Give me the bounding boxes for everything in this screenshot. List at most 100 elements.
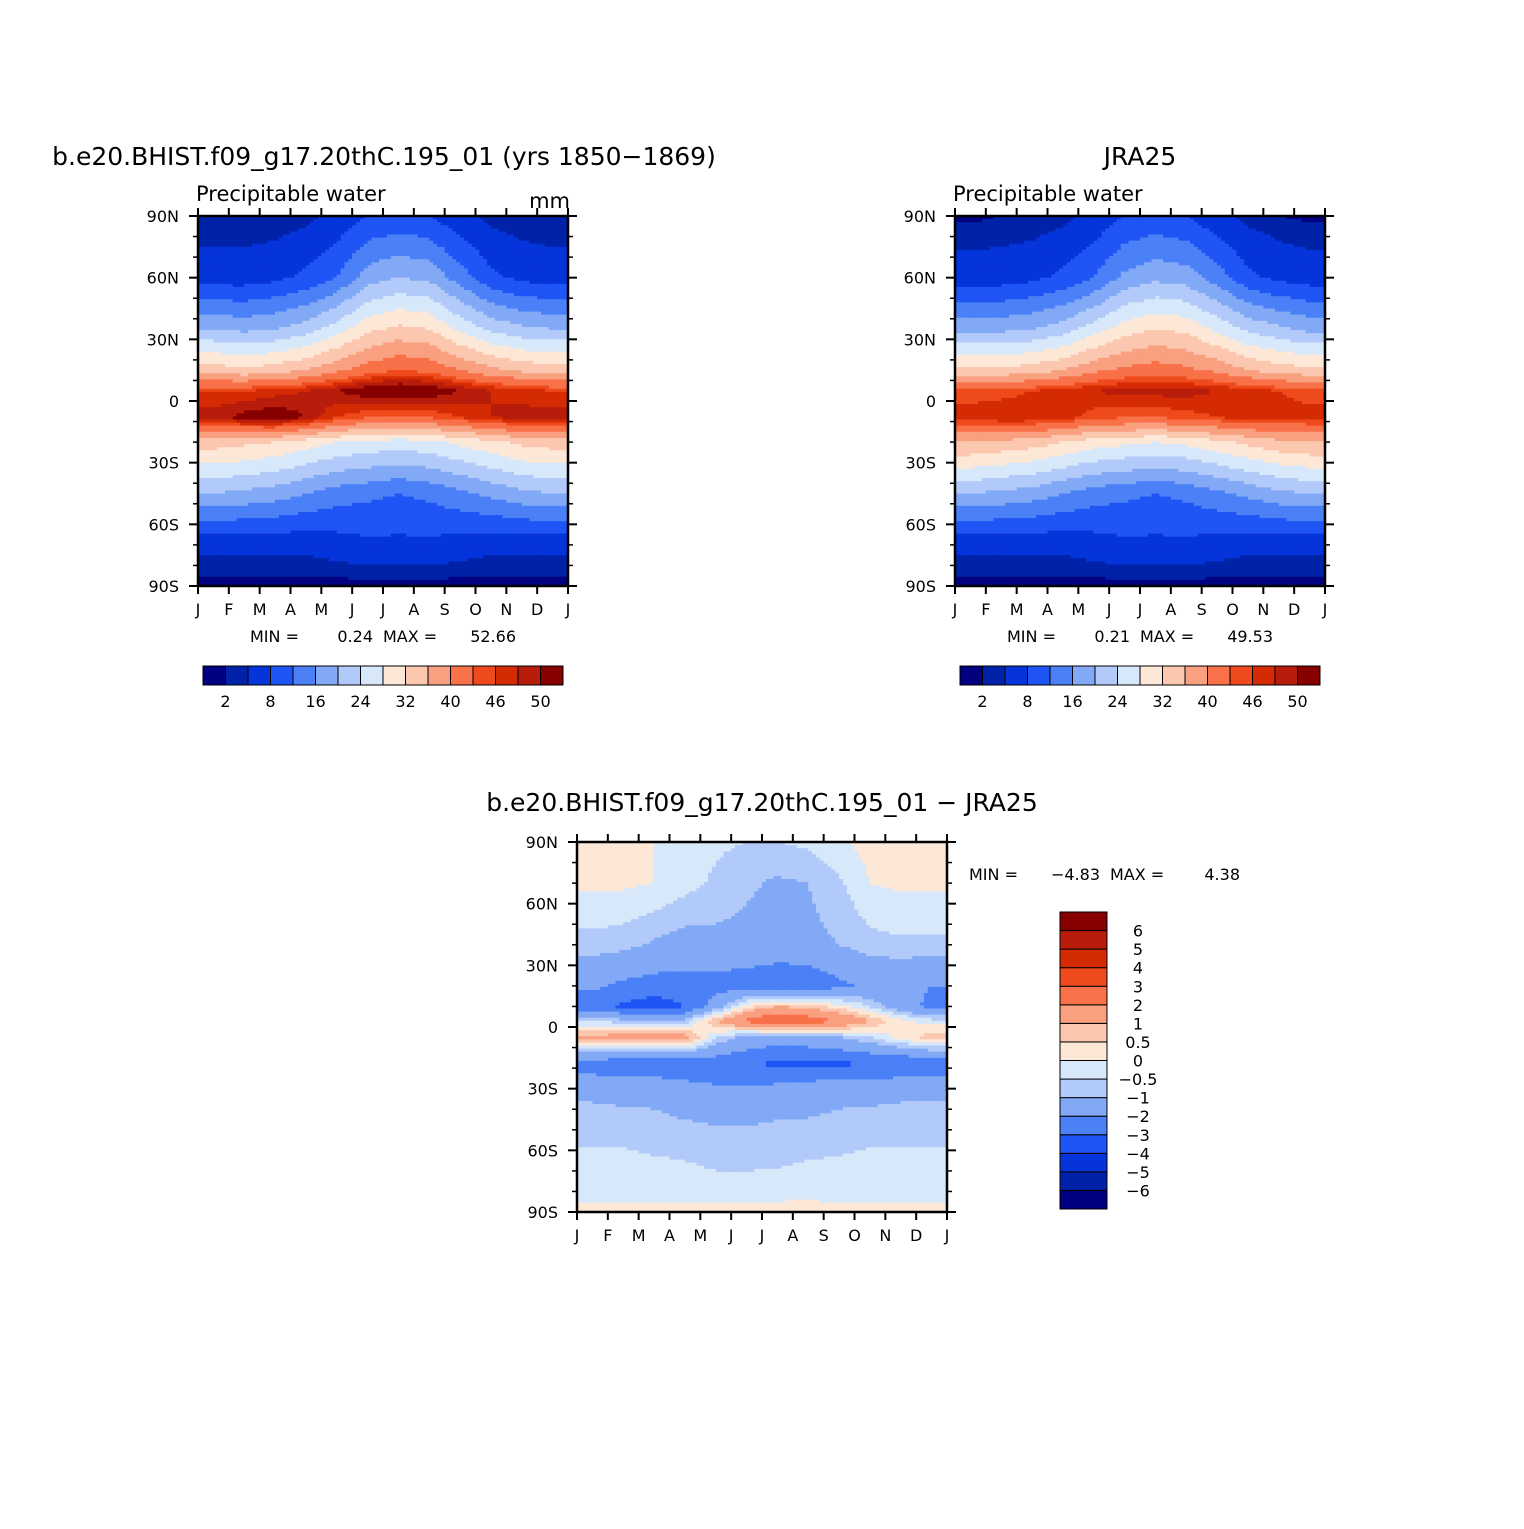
contour-cell bbox=[302, 249, 307, 254]
contour-cell bbox=[560, 256, 565, 260]
contour-cell bbox=[494, 231, 500, 236]
contour-cell bbox=[340, 228, 346, 233]
contour-cell bbox=[371, 271, 376, 276]
contour-cell bbox=[359, 240, 365, 245]
contour-cell bbox=[390, 237, 396, 242]
contour-cell bbox=[348, 268, 353, 273]
contour-cell bbox=[386, 262, 392, 266]
contour-cell bbox=[471, 253, 477, 257]
contour-cell bbox=[236, 249, 241, 254]
contour-cell bbox=[506, 253, 511, 257]
contour-cell bbox=[213, 231, 218, 236]
contour-cell bbox=[452, 243, 457, 248]
contour-cell bbox=[433, 268, 438, 273]
contour-cell bbox=[494, 240, 500, 245]
contour-cell bbox=[402, 246, 407, 251]
contour-cell bbox=[402, 231, 407, 236]
contour-cell bbox=[556, 256, 561, 260]
contour-cell bbox=[224, 231, 230, 236]
contour-cell bbox=[278, 256, 284, 260]
contour-cell bbox=[367, 271, 373, 276]
contour-cell bbox=[548, 253, 554, 257]
contour-cell bbox=[390, 240, 396, 245]
contour-cell bbox=[556, 237, 561, 242]
contour-cell bbox=[402, 228, 407, 233]
contour-cell bbox=[502, 265, 507, 270]
contour-cell bbox=[332, 271, 338, 276]
contour-cell bbox=[209, 219, 215, 223]
contour-cell bbox=[548, 262, 554, 266]
contour-cell bbox=[413, 249, 419, 254]
contour-cell bbox=[271, 231, 276, 236]
contour-cell bbox=[228, 228, 234, 233]
contour-cell bbox=[244, 271, 249, 276]
contour-cell bbox=[556, 231, 561, 236]
contour-cell bbox=[224, 243, 230, 248]
contour-cell bbox=[302, 256, 307, 260]
contour-cell bbox=[383, 219, 388, 223]
contour-cell bbox=[471, 246, 477, 251]
contour-cell bbox=[548, 256, 554, 260]
contour-cell bbox=[533, 268, 538, 273]
contour-cell bbox=[479, 222, 484, 226]
contour-cell bbox=[205, 274, 211, 279]
contour-cell bbox=[375, 262, 380, 266]
contour-cell bbox=[294, 271, 299, 276]
contour-cell bbox=[409, 249, 415, 254]
contour-cell bbox=[436, 219, 442, 223]
contour-cell bbox=[564, 219, 569, 223]
contour-cell bbox=[302, 240, 307, 245]
contour-cell bbox=[317, 274, 322, 279]
contour-cell bbox=[201, 253, 207, 257]
contour-cell bbox=[278, 228, 284, 233]
contour-cell bbox=[487, 256, 492, 260]
contour-cell bbox=[209, 225, 215, 229]
contour-cell bbox=[356, 225, 361, 229]
contour-cell bbox=[541, 219, 546, 223]
contour-cell bbox=[259, 228, 265, 233]
contour-cell bbox=[490, 222, 496, 226]
contour-cell bbox=[402, 216, 407, 220]
contour-cell bbox=[352, 216, 357, 220]
contour-cell bbox=[483, 243, 488, 248]
contour-cell bbox=[413, 243, 419, 248]
contour-cell bbox=[232, 228, 238, 233]
contour-cell bbox=[494, 262, 500, 266]
contour-cell bbox=[251, 259, 257, 263]
contour-cell bbox=[213, 256, 218, 260]
contour-cell bbox=[344, 253, 349, 257]
contour-cell bbox=[352, 237, 357, 242]
contour-cell bbox=[217, 243, 222, 248]
contour-cell bbox=[483, 234, 488, 239]
contour-cell bbox=[467, 240, 473, 245]
contour-cell bbox=[348, 265, 353, 270]
contour-cell bbox=[259, 268, 265, 273]
contour-cell bbox=[429, 265, 434, 270]
contour-cell bbox=[494, 228, 500, 233]
contour-cell bbox=[248, 268, 253, 273]
contour-cell bbox=[313, 234, 319, 239]
contour-cell bbox=[425, 240, 430, 245]
contour-cell bbox=[517, 256, 523, 260]
contour-cell bbox=[286, 231, 292, 236]
contour-cell bbox=[436, 240, 442, 245]
contour-cell bbox=[417, 237, 423, 242]
contour-cell bbox=[375, 253, 380, 257]
contour-cell bbox=[344, 256, 349, 260]
contour-cell bbox=[282, 243, 288, 248]
contour-cell bbox=[275, 253, 280, 257]
contour-cell bbox=[240, 262, 245, 266]
contour-cell bbox=[398, 246, 403, 251]
contour-cell bbox=[340, 259, 346, 263]
contour-cell bbox=[498, 268, 504, 273]
contour-cell bbox=[325, 234, 330, 239]
contour-cell bbox=[379, 219, 384, 223]
contour-cell bbox=[255, 231, 261, 236]
contour-cell bbox=[263, 225, 268, 229]
contour-cell bbox=[552, 231, 558, 236]
contour-cell bbox=[352, 274, 357, 279]
contour-cell bbox=[321, 243, 326, 248]
contour-cell bbox=[490, 231, 496, 236]
contour-cell bbox=[471, 256, 477, 260]
contour-cell bbox=[286, 228, 292, 233]
